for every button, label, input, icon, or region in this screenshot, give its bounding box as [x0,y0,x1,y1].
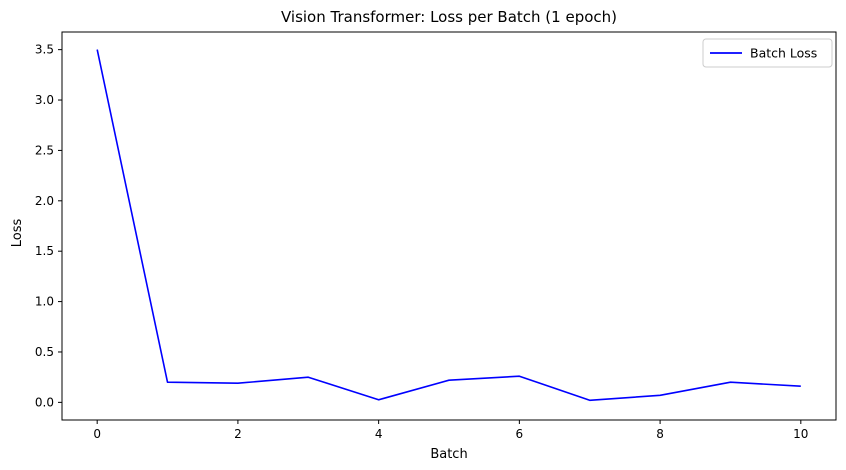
x-tick-label: 4 [375,427,383,441]
x-tick-label: 10 [793,427,808,441]
x-axis: 0 2 4 6 8 10 [93,420,808,441]
legend: Batch Loss [702,38,833,68]
legend-box [702,38,833,68]
x-tick-label: 6 [516,427,524,441]
x-tick-label: 2 [234,427,242,441]
plot-area [61,31,837,421]
y-tick-label: 1.5 [35,244,54,258]
series-layer [96,49,801,402]
chart-title: Vision Transformer: Loss per Batch (1 ep… [281,8,617,26]
y-tick-label: 1.0 [35,295,54,309]
x-axis-label: Batch [430,447,467,462]
y-tick-label: 2.5 [35,143,54,157]
y-axis: 0.0 0.5 1.0 1.5 2.0 2.5 3.0 3.5 [35,43,62,409]
legend-label-batch-loss: Batch Loss [750,46,817,61]
y-tick-label: 3.5 [35,43,54,57]
series-line-batch-loss [96,49,801,402]
y-tick-label: 0.0 [35,395,54,409]
y-tick-label: 2.0 [35,194,54,208]
y-tick-label: 3.0 [35,93,54,107]
x-tick-label: 8 [656,427,664,441]
y-tick-label: 0.5 [35,345,54,359]
y-axis-label: Loss [10,219,25,248]
x-tick-label: 0 [93,427,101,441]
